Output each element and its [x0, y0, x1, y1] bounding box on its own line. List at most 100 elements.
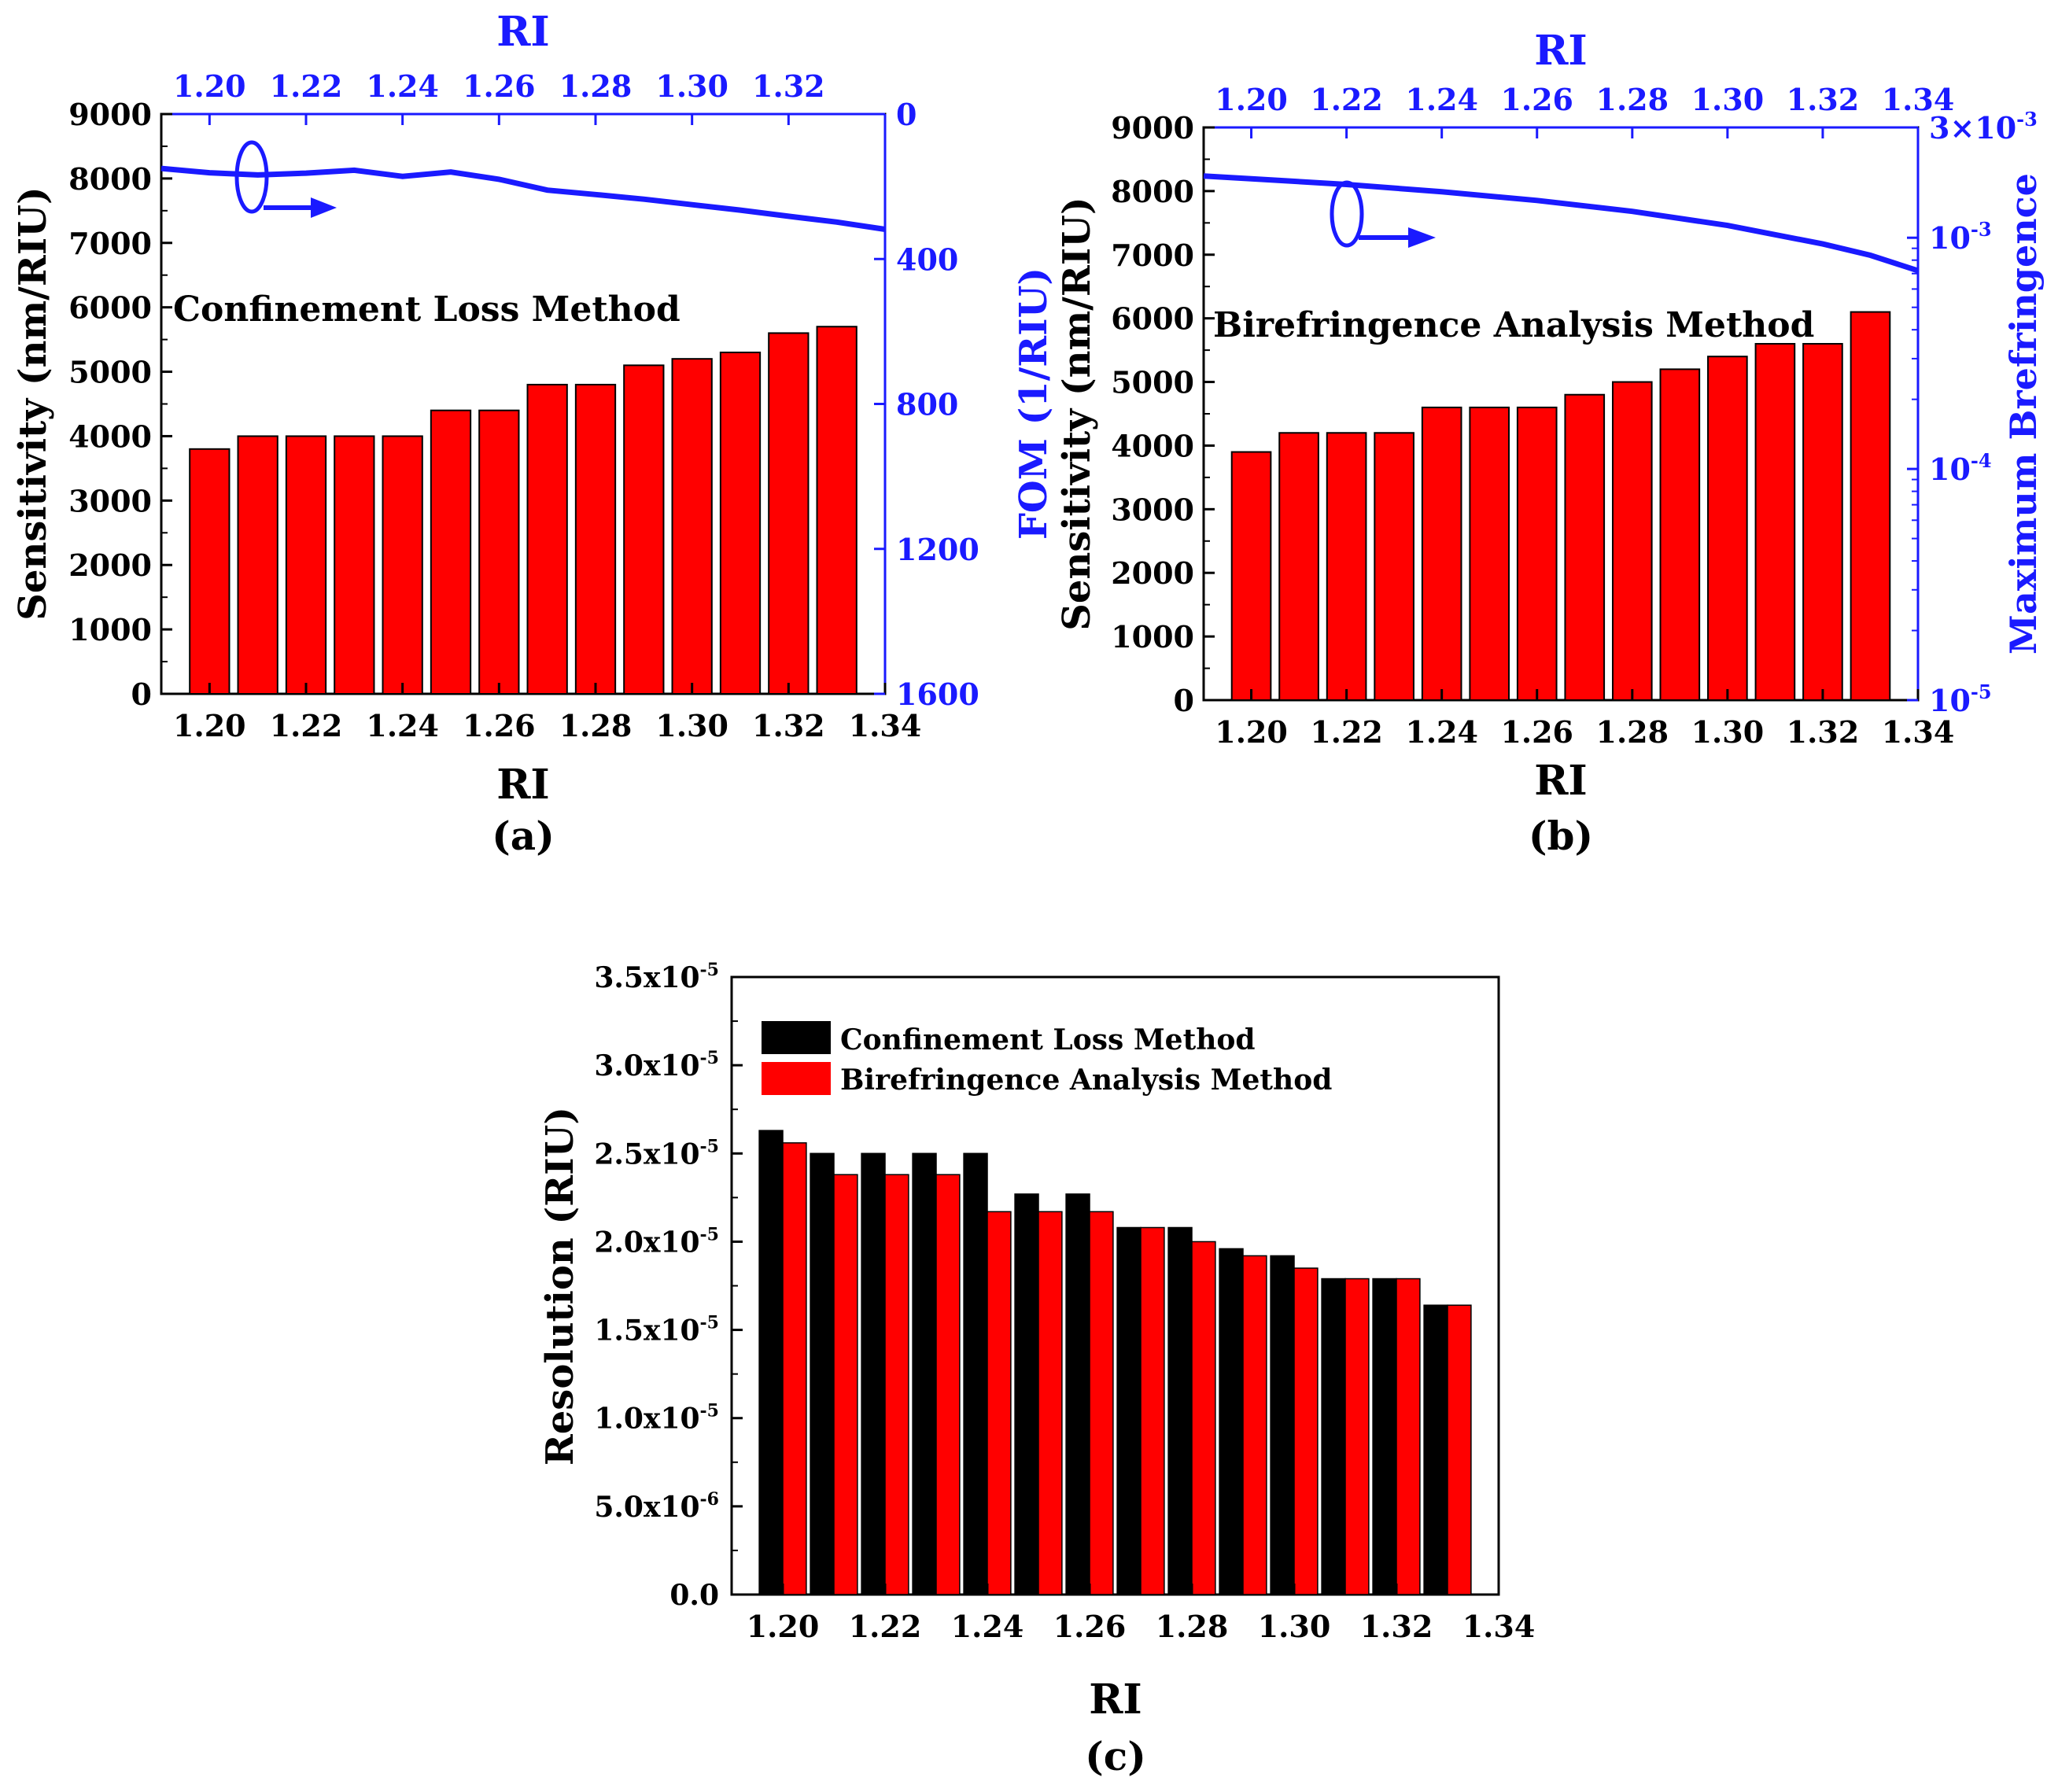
right-ylabel-a: FOM (1/RIU) — [1012, 267, 1056, 540]
top-x-tick-label: 1.32 — [1787, 82, 1860, 117]
y-tick-label: 8000 — [68, 161, 152, 197]
x-tick-label: 1.20 — [173, 708, 246, 743]
x-tick-label: 1.22 — [1310, 714, 1383, 750]
bar — [987, 1211, 1012, 1595]
bar — [1038, 1211, 1063, 1595]
y-tick-label: 3.0x10-5 — [594, 1048, 719, 1082]
y-tick-label: 3.5x10-5 — [594, 960, 719, 994]
right-y-tick-label: 1200 — [896, 532, 979, 567]
x-tick-label: 1.30 — [655, 708, 728, 743]
x-tick-label: 1.20 — [747, 1609, 820, 1644]
bar — [1423, 1304, 1448, 1595]
panel-c: 0.0 5.0x10-6 1.0x10-5 1.5x10-5 2.0x10-5 2.5x1… — [538, 960, 1535, 1779]
bar — [810, 1152, 835, 1595]
bar — [1065, 1193, 1090, 1595]
bar — [1802, 343, 1843, 701]
bar — [1707, 356, 1748, 701]
axis-indicator-circle-icon — [234, 140, 269, 214]
bar — [189, 448, 231, 695]
x-tick-label: 1.26 — [1500, 714, 1573, 750]
y-tick-label: 8000 — [1111, 174, 1194, 209]
right-y-tick-label: 800 — [896, 387, 958, 422]
x-tick-label: 1.28 — [1156, 1609, 1229, 1644]
bar — [1516, 406, 1558, 702]
x-tick-label: 1.30 — [1258, 1609, 1331, 1644]
y-tick-label: 5000 — [68, 355, 152, 390]
caption-c: (c) — [1085, 1733, 1146, 1779]
y-tick-label: 0.0 — [669, 1579, 719, 1612]
bar — [1754, 343, 1796, 701]
legend-swatch-confinement — [762, 1021, 831, 1054]
bar — [1447, 1304, 1472, 1595]
bar — [671, 358, 713, 695]
y-tick-label: 5.0x10-6 — [594, 1489, 719, 1524]
x-tick-label: 1.34 — [1882, 714, 1955, 750]
y-tick-label: 2.0x10-5 — [594, 1224, 719, 1259]
bar — [382, 435, 423, 695]
right-y-tick-label: 10-5 — [1929, 680, 1992, 718]
bar — [237, 435, 278, 695]
y-tick-label: 3000 — [1111, 492, 1194, 527]
top-x-tick-label: 1.28 — [559, 68, 633, 104]
x-tick-label: 1.32 — [752, 708, 825, 743]
y-tick-label: 1000 — [1111, 619, 1194, 654]
legend-label-birefringence: Birefringence Analysis Method — [840, 1064, 1332, 1097]
x-tick-label: 1.34 — [849, 708, 922, 743]
bar — [1469, 406, 1510, 702]
ylabel-a: Sensitivity (nm/RIU) — [11, 186, 55, 621]
bar — [430, 409, 472, 695]
bar — [334, 435, 375, 695]
bar — [1374, 432, 1414, 701]
bar — [623, 364, 665, 695]
bar — [1219, 1248, 1244, 1595]
legend-swatch-birefringence — [762, 1062, 831, 1095]
bar — [1396, 1278, 1421, 1595]
y-tick-label: 1000 — [68, 612, 152, 647]
bar — [719, 351, 762, 695]
xlabel-a: RI — [496, 761, 550, 809]
x-tick-label: 1.20 — [1215, 714, 1288, 750]
caption-a: (a) — [492, 813, 555, 859]
annotation-b: Birefringence Analysis Method — [1213, 305, 1814, 345]
bar — [1270, 1255, 1295, 1595]
birefringence-line — [1203, 173, 1920, 274]
y-tick-label: 4000 — [68, 419, 152, 454]
x-tick-label: 1.28 — [1596, 714, 1669, 750]
bar — [884, 1174, 909, 1595]
top-x-tick-label: 1.20 — [1215, 82, 1288, 117]
right-y-tick-label: 0 — [896, 97, 917, 132]
top-xlabel-b: RI — [1534, 27, 1588, 75]
bar — [861, 1152, 886, 1595]
y-tick-label: 1.5x10-5 — [594, 1313, 719, 1348]
x-tick-label: 1.22 — [849, 1609, 922, 1644]
bar — [935, 1174, 961, 1595]
bar — [816, 326, 858, 695]
y-tick-label: 9000 — [1111, 110, 1194, 146]
bar — [1564, 393, 1606, 701]
top-x-tick-label: 1.28 — [1596, 82, 1669, 117]
bar — [574, 383, 617, 695]
top-x-tick-label: 1.24 — [1405, 82, 1478, 117]
y-tick-label: 2000 — [68, 548, 152, 583]
panel-b: 0 1000 2000 3000 4000 5000 6000 7000 8000 9000 1.… — [1055, 27, 2045, 859]
bar — [1850, 311, 1891, 701]
right-y-tick-label: 10-4 — [1929, 449, 1992, 487]
bar — [833, 1174, 858, 1595]
y-tick-label: 9000 — [68, 97, 152, 132]
y-tick-label: 5000 — [1111, 365, 1194, 400]
legend: Confinement Loss Method Birefringence An… — [762, 1021, 1332, 1097]
bar — [912, 1152, 937, 1595]
legend-label-confinement: Confinement Loss Method — [840, 1023, 1256, 1056]
x-tick-label: 1.26 — [1053, 1609, 1127, 1644]
annotation-a: Confinement Loss Method — [173, 289, 680, 330]
xlabel-b: RI — [1534, 757, 1588, 805]
bar — [1293, 1267, 1319, 1595]
bar — [1611, 381, 1653, 701]
arrowhead-icon — [311, 197, 337, 218]
top-x-tick-label: 1.26 — [463, 68, 536, 104]
x-tick-label: 1.24 — [1405, 714, 1478, 750]
x-tick-label: 1.24 — [951, 1609, 1024, 1644]
x-tick-label: 1.32 — [1360, 1609, 1433, 1644]
